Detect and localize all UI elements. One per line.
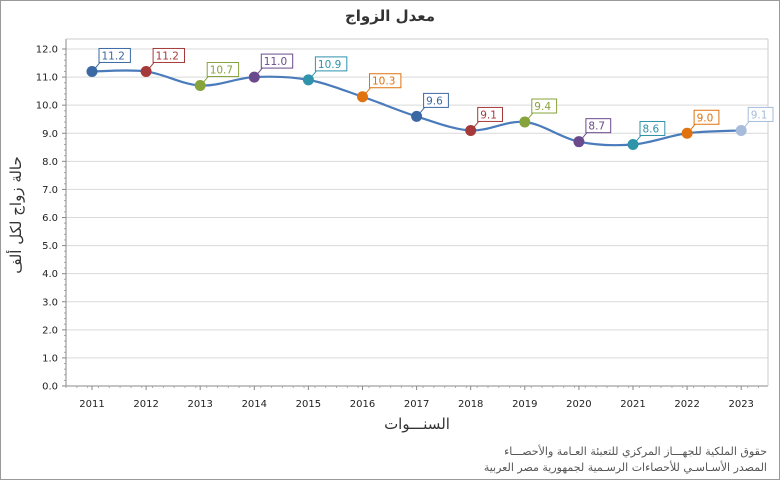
data-label: 11.0	[264, 56, 287, 68]
label-leader	[311, 70, 317, 78]
data-label-box	[206, 62, 240, 78]
data-point	[411, 110, 423, 122]
label-leader	[689, 123, 696, 131]
data-label-box	[531, 98, 558, 114]
data-point	[735, 124, 747, 136]
x-tick-label: 2023	[728, 399, 753, 410]
data-label: 11.2	[156, 50, 179, 62]
data-point	[194, 80, 206, 92]
y-tick-label: 3.0	[42, 297, 58, 308]
x-tick-label: 2012	[133, 399, 158, 410]
y-tick-label: 0.0	[42, 382, 58, 393]
label-leader	[581, 132, 588, 139]
y-tick-label: 4.0	[42, 269, 58, 280]
data-label: 9.4	[534, 101, 551, 113]
y-tick-label: 2.0	[42, 325, 58, 336]
data-point	[465, 124, 477, 136]
y-tick-label: 1.0	[42, 353, 58, 364]
plot-background	[66, 39, 768, 386]
data-label: 9.1	[480, 109, 497, 121]
data-point	[248, 71, 260, 83]
data-point	[627, 138, 639, 150]
credit-line-2: المصدر الأسـاسـي للأحصاءات الرسـمية لجمه…	[483, 461, 767, 474]
label-leader	[743, 121, 750, 128]
x-tick-label: 2016	[350, 399, 375, 410]
credit-line-1: حقوق الملكية للجهـــاز المركزي للتعبئة ا…	[504, 445, 767, 458]
x-tick-label: 2020	[566, 399, 591, 410]
label-leader	[527, 112, 534, 120]
y-tick-label: 9.0	[42, 129, 58, 140]
data-point	[357, 91, 368, 103]
x-tick-label: 2021	[620, 399, 645, 410]
label-leader	[94, 62, 101, 69]
data-label-box	[639, 120, 666, 136]
label-leader	[419, 107, 425, 114]
data-label: 8.6	[643, 123, 660, 135]
x-tick-label: 2018	[458, 399, 483, 410]
data-label: 8.7	[588, 121, 605, 133]
y-tick-label: 5.0	[42, 241, 58, 252]
label-leader	[365, 87, 371, 95]
x-axis-label: السنـــوات	[384, 415, 450, 433]
label-leader	[635, 135, 642, 142]
x-tick-label: 2022	[674, 399, 699, 410]
data-label-box	[585, 118, 612, 134]
label-leader	[473, 121, 480, 128]
x-tick-label: 2014	[242, 399, 267, 410]
data-point	[573, 136, 585, 148]
x-tick-label: 2017	[404, 399, 429, 410]
data-label-box	[747, 106, 774, 122]
y-tick-label: 6.0	[42, 213, 58, 224]
data-label: 9.1	[751, 109, 768, 121]
data-point	[302, 74, 314, 86]
data-label-box	[152, 47, 186, 63]
data-label-box	[314, 56, 348, 72]
data-label-box	[98, 47, 131, 63]
data-point	[681, 127, 693, 139]
data-label-box	[423, 92, 449, 108]
y-tick-label: 8.0	[42, 157, 58, 168]
y-tick-label: 10.0	[36, 101, 58, 112]
data-label-box	[477, 106, 504, 122]
label-leader	[256, 67, 263, 75]
data-label-box	[369, 73, 402, 89]
x-tick-label: 2011	[79, 399, 104, 410]
y-tick-label: 11.0	[36, 73, 58, 84]
data-label: 9.0	[697, 112, 714, 124]
data-label: 10.9	[318, 59, 341, 71]
chart-title: معدل الزواج	[344, 7, 436, 25]
label-leader	[202, 76, 209, 83]
x-tick-label: 2019	[512, 399, 537, 410]
data-point	[519, 116, 531, 128]
data-label-box	[260, 53, 294, 69]
y-tick-label: 7.0	[42, 185, 58, 196]
data-point	[140, 65, 152, 77]
data-label-box	[693, 109, 720, 125]
x-tick-label: 2013	[187, 399, 212, 410]
label-leader	[148, 62, 155, 69]
data-label: 11.2	[102, 50, 125, 62]
data-label: 10.3	[372, 76, 395, 88]
y-tick-label: 12.0	[36, 45, 58, 56]
x-tick-label: 2015	[296, 399, 321, 410]
credits: حقوق الملكية للجهـــاز المركزي للتعبئة ا…	[484, 444, 767, 476]
data-label: 10.7	[210, 65, 233, 77]
data-point	[86, 65, 98, 77]
data-label: 9.6	[426, 95, 443, 107]
